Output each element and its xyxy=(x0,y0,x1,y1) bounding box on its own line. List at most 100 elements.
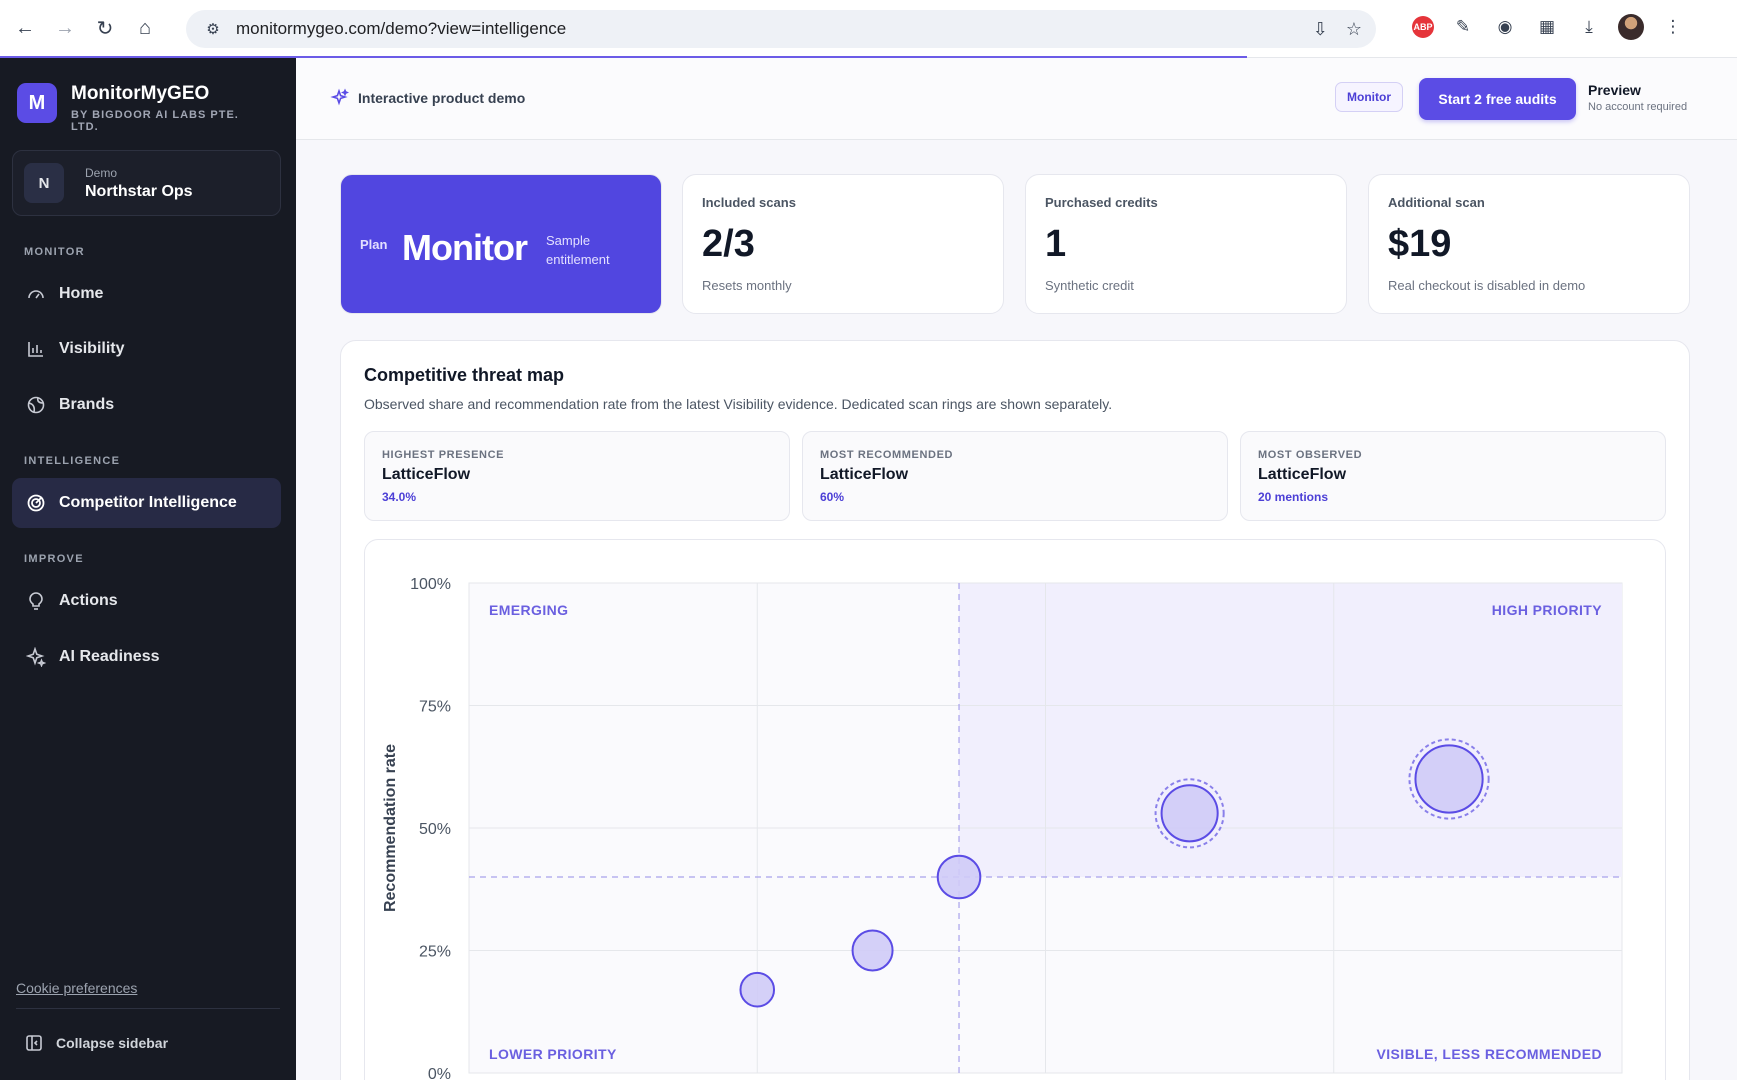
sparkles-icon xyxy=(330,88,350,108)
kpi-label: HIGHEST PRESENCE xyxy=(382,449,505,461)
section-label-improve: IMPROVE xyxy=(24,553,84,565)
competitor-bubble xyxy=(1160,784,1219,843)
y-tick-label: 75% xyxy=(419,699,451,716)
adblock-extension-icon[interactable]: ABP xyxy=(1412,16,1434,38)
stat-label: Additional scan xyxy=(1388,195,1485,210)
bookmark-star-icon[interactable]: ☆ xyxy=(1345,18,1362,39)
install-app-icon[interactable]: ⇩ xyxy=(1312,18,1328,39)
back-icon[interactable]: ← xyxy=(15,17,35,39)
kpi-highest-presence: HIGHEST PRESENCE LatticeFlow 34.0% xyxy=(364,431,790,521)
stat-subtitle: Real checkout is disabled in demo xyxy=(1388,278,1586,293)
quadrant-label-high-priority: HIGH PRIORITY xyxy=(1492,602,1602,618)
extensions-puzzle-icon[interactable]: ▦ xyxy=(1538,17,1556,36)
competitive-threat-map-panel: Competitive threat map Observed share an… xyxy=(340,340,1690,1080)
threat-map-chart: 100% 75% 50% 25% 0% Recommendation rate EMERGI… xyxy=(364,539,1666,1080)
sidebar: M MonitorMyGEO BY BIGDOOR AI LABS PTE. L… xyxy=(0,58,296,1080)
collapse-sidebar-button[interactable]: Collapse sidebar xyxy=(24,1033,168,1053)
stat-label: Included scans xyxy=(702,195,796,210)
eyedropper-extension-icon[interactable]: ✎ xyxy=(1455,17,1471,36)
panel-description: Observed share and recommendation rate f… xyxy=(364,396,1113,412)
quadrant-label-lower-priority: LOWER PRIORITY xyxy=(489,1046,617,1062)
brand[interactable]: M MonitorMyGEO BY BIGDOOR AI LABS PTE. L… xyxy=(17,83,261,133)
sparkles-icon xyxy=(25,646,47,668)
stat-card-purchased-credits: Purchased credits 1 Synthetic credit xyxy=(1025,174,1347,314)
sidebar-item-brands[interactable]: Brands xyxy=(12,380,281,430)
plan-card: Plan Monitor Sample entitlement xyxy=(340,174,662,314)
competitor-bubble xyxy=(851,929,894,972)
kpi-name: LatticeFlow xyxy=(820,466,909,483)
workspace-name: Northstar Ops xyxy=(85,182,193,200)
y-tick-label: 100% xyxy=(410,576,451,593)
sidebar-item-actions[interactable]: Actions xyxy=(12,576,281,626)
brand-name: MonitorMyGEO xyxy=(71,83,210,104)
workspace-switcher[interactable]: N Demo Northstar Ops xyxy=(12,150,281,216)
camera-extension-icon[interactable]: ◉ xyxy=(1497,17,1513,36)
workspace-label: Demo xyxy=(85,165,118,180)
sidebar-item-label: Home xyxy=(59,285,104,302)
browser-toolbar: ← → ↻ ⌂ ⚙ monitormygeo.com/demo?view=int… xyxy=(0,0,1737,58)
forward-icon[interactable]: → xyxy=(55,17,75,39)
demo-label-text: Interactive product demo xyxy=(358,90,526,106)
stat-value: 1 xyxy=(1045,223,1067,265)
y-tick-label: 0% xyxy=(428,1066,451,1080)
sidebar-item-home[interactable]: Home xyxy=(12,269,281,319)
preview-subtitle: No account required xyxy=(1588,101,1688,113)
bar-chart-icon xyxy=(25,338,47,360)
kpi-label: MOST RECOMMENDED xyxy=(820,449,954,461)
sidebar-item-visibility[interactable]: Visibility xyxy=(12,324,281,374)
sidebar-item-label: Actions xyxy=(59,592,118,609)
kpi-most-observed: MOST OBSERVED LatticeFlow 20 mentions xyxy=(1240,431,1666,521)
workspace-avatar: N xyxy=(24,163,64,203)
kpi-most-recommended: MOST RECOMMENDED LatticeFlow 60% xyxy=(802,431,1228,521)
scan-ring xyxy=(1408,738,1490,820)
competitor-bubble xyxy=(739,971,776,1008)
sidebar-item-competitor-intelligence[interactable]: Competitor Intelligence xyxy=(12,478,281,528)
downloads-icon[interactable]: ⤓ xyxy=(1585,17,1593,36)
lightbulb-icon xyxy=(25,590,47,612)
competitor-bubble xyxy=(936,854,982,900)
panel-title: Competitive threat map xyxy=(364,365,565,385)
y-tick-label: 50% xyxy=(419,821,451,838)
y-axis-label: Recommendation rate xyxy=(382,744,399,912)
stat-value: $19 xyxy=(1388,223,1452,265)
threat-map-svg: 100% 75% 50% 25% 0% Recommendation rate EMERGI… xyxy=(382,576,1623,1080)
address-bar[interactable]: ⚙ monitormygeo.com/demo?view=intelligenc… xyxy=(186,10,1376,48)
competitor-bubble xyxy=(1414,744,1484,814)
cookie-preferences-link[interactable]: Cookie preferences xyxy=(16,980,138,996)
sidebar-divider xyxy=(16,1008,280,1009)
sidebar-item-label: Brands xyxy=(59,396,115,413)
page-header: Interactive product demo Monitor Start 2… xyxy=(296,58,1737,140)
kpi-value: 60% xyxy=(820,490,845,504)
sidebar-item-label: Visibility xyxy=(59,340,125,357)
address-url[interactable]: monitormygeo.com/demo?view=intelligence xyxy=(236,19,567,38)
page-load-progress xyxy=(0,56,1247,59)
home-icon[interactable]: ⌂ xyxy=(138,17,152,39)
preview-info: Preview No account required xyxy=(1588,82,1687,113)
site-settings-icon[interactable]: ⚙ xyxy=(206,21,220,38)
profile-avatar[interactable] xyxy=(1618,14,1644,40)
stat-label: Purchased credits xyxy=(1045,195,1158,210)
section-label-intelligence: INTELLIGENCE xyxy=(24,455,121,467)
scan-ring xyxy=(1154,778,1225,849)
globe-icon xyxy=(25,394,47,416)
sidebar-item-label: AI Readiness xyxy=(59,648,160,665)
sidebar-collapse-icon xyxy=(24,1033,44,1053)
stat-subtitle: Synthetic credit xyxy=(1045,278,1134,293)
sidebar-item-ai-readiness[interactable]: AI Readiness xyxy=(12,632,281,682)
start-free-audits-button[interactable]: Start 2 free audits xyxy=(1419,78,1576,120)
plan-subtitle: Sample entitlement xyxy=(546,233,610,267)
kpi-label: MOST OBSERVED xyxy=(1258,449,1363,461)
browser-menu-icon[interactable]: ⋮ xyxy=(1664,17,1682,36)
preview-title: Preview xyxy=(1588,82,1641,98)
kpi-value: 20 mentions xyxy=(1258,490,1329,504)
reload-icon[interactable]: ↻ xyxy=(96,18,114,40)
plan-chip[interactable]: Monitor xyxy=(1335,82,1403,112)
section-label-monitor: MONITOR xyxy=(24,246,85,258)
gauge-icon xyxy=(25,283,47,305)
kpi-name: LatticeFlow xyxy=(1258,466,1347,483)
stat-card-additional-scan: Additional scan $19 Real checkout is dis… xyxy=(1368,174,1690,314)
plan-label: Plan xyxy=(360,237,388,252)
y-tick-label: 25% xyxy=(419,944,451,961)
target-icon xyxy=(25,492,47,514)
brand-subtitle: BY BIGDOOR AI LABS PTE. LTD. xyxy=(71,109,239,133)
